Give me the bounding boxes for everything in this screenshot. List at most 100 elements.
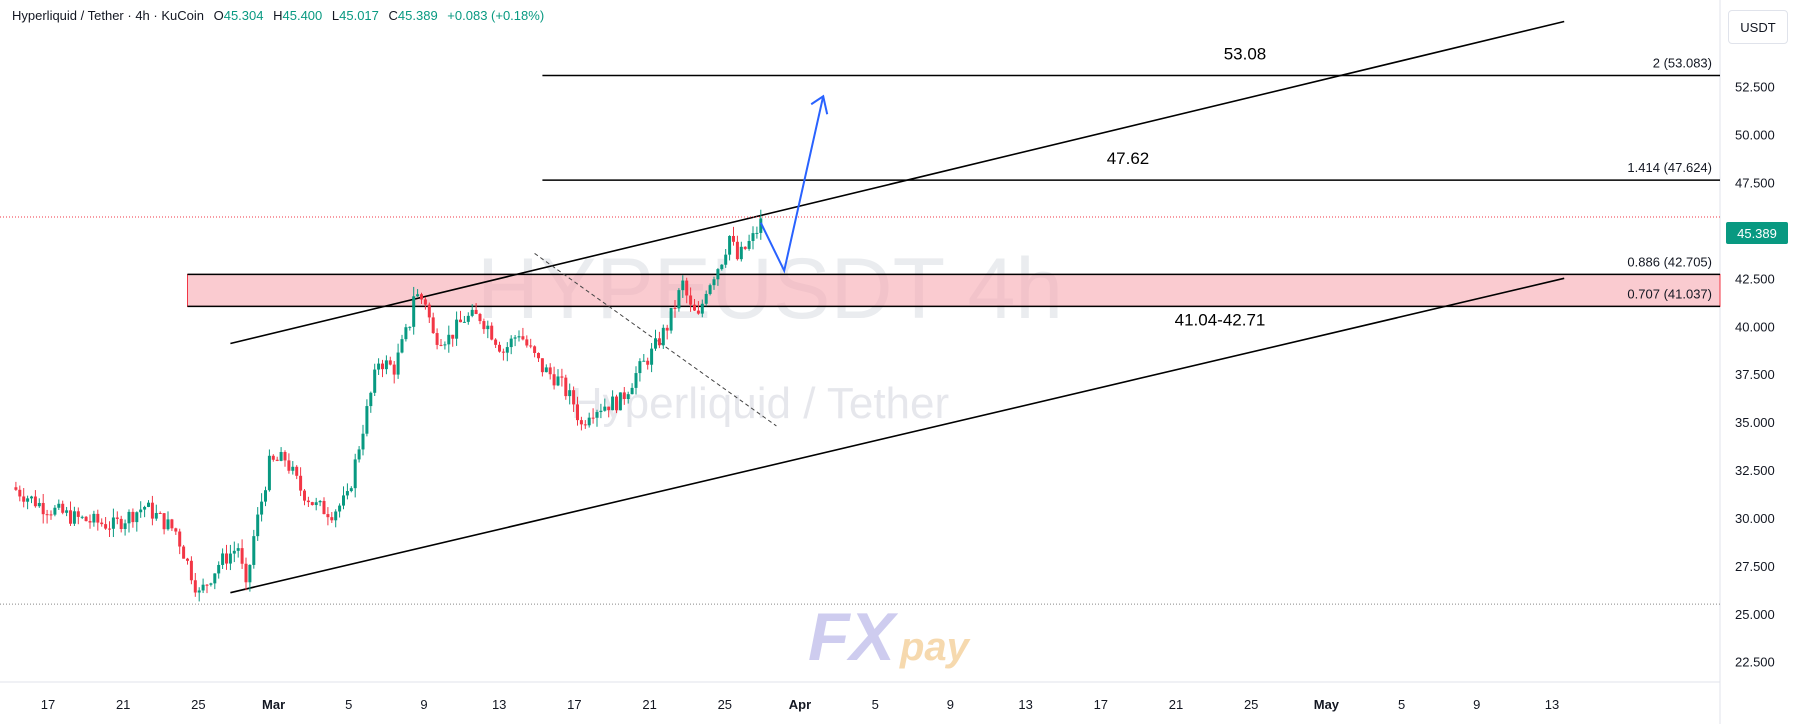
candle-body: [669, 307, 673, 331]
candle-body: [728, 235, 732, 255]
candle-body: [37, 502, 41, 507]
candle-body: [396, 352, 400, 375]
candle-body: [166, 519, 170, 530]
overlay-annotations: 2 (53.083) 53.08 1.414 (47.624) 47.62 0.886 …: [759, 44, 1712, 329]
candle-body: [459, 319, 462, 323]
candle-body: [677, 290, 681, 309]
candle-body: [384, 360, 388, 370]
candle-body: [182, 546, 186, 559]
candle-body: [256, 514, 260, 537]
price-tick-label: 40.000: [1735, 319, 1775, 334]
candle-body: [127, 511, 131, 524]
candle-body: [427, 304, 431, 318]
time-tick-label: Mar: [262, 697, 285, 712]
candle-body: [162, 513, 166, 530]
high-value: 45.400: [282, 8, 323, 23]
candle-body: [143, 506, 147, 510]
projection-path: [759, 96, 825, 274]
candle-body: [700, 303, 704, 314]
candle-body: [552, 374, 556, 386]
last-price-tag: 45.389: [1726, 222, 1788, 244]
time-tick-label: 5: [1398, 697, 1405, 712]
candle-body: [260, 501, 264, 515]
candle-body: [751, 233, 755, 241]
candle-body: [80, 516, 84, 518]
time-tick-label: 9: [1473, 697, 1480, 712]
candle-body: [661, 327, 665, 346]
candle-body: [693, 304, 696, 311]
time-tick-label: 25: [191, 697, 205, 712]
price-tick-label: 52.500: [1735, 80, 1775, 95]
candle-body: [404, 327, 408, 340]
fib-level-label: 0.707 (41.037): [1627, 286, 1712, 301]
candle-body: [747, 240, 751, 249]
price-axis[interactable]: 55.00052.50050.00047.50045.00042.50040.0…: [1735, 32, 1775, 670]
candle-body: [232, 550, 236, 554]
candle-body: [642, 360, 646, 362]
candle-body: [295, 466, 299, 476]
candle-body: [373, 369, 377, 393]
candle-body: [299, 475, 303, 491]
time-tick-label: 21: [1169, 697, 1183, 712]
drawing-lines: [0, 20, 1720, 605]
candle-body: [322, 500, 326, 515]
candle-body: [310, 502, 314, 506]
candle-body: [720, 264, 724, 270]
candle-body: [521, 336, 525, 340]
candle-body: [45, 514, 49, 516]
candle-body: [712, 279, 716, 286]
time-tick-label: 21: [116, 697, 130, 712]
candle-body: [240, 548, 244, 564]
candle-body: [291, 466, 295, 471]
watermark-name: Hyperliquid / Tether: [571, 379, 949, 428]
candle-body: [104, 524, 108, 529]
candle-body: [455, 319, 459, 339]
candle-body: [583, 424, 587, 426]
candle-body: [65, 510, 69, 513]
candle-body: [275, 459, 279, 461]
candle-body: [271, 455, 275, 460]
candle-body: [49, 514, 53, 516]
candle-body: [193, 580, 197, 593]
currency-button[interactable]: USDT: [1728, 10, 1788, 44]
candle-body: [150, 502, 154, 519]
candle-body: [279, 452, 283, 461]
candle-body: [591, 417, 595, 419]
candle-body: [369, 392, 373, 407]
candle-body: [123, 523, 127, 530]
candle-body: [607, 406, 611, 411]
candle-body: [650, 348, 654, 365]
candle-body: [334, 511, 338, 521]
candle-body: [225, 553, 228, 564]
candle-body: [318, 500, 322, 503]
price-tick-label: 37.500: [1735, 367, 1775, 382]
candle-body: [283, 452, 287, 461]
candle-body: [735, 241, 739, 260]
price-tick-label: 32.500: [1735, 463, 1775, 478]
candle-body: [147, 502, 150, 507]
candle-body: [135, 512, 139, 523]
candle-body: [755, 232, 759, 234]
candle-body: [186, 558, 189, 561]
time-tick-label: Apr: [789, 697, 811, 712]
candle-body: [739, 246, 743, 260]
candle-body: [704, 293, 708, 304]
candle-body: [201, 584, 205, 591]
candle-body: [537, 352, 540, 359]
candle-body: [131, 511, 135, 523]
candle-body: [349, 488, 353, 492]
price-tick-label: 25.000: [1735, 607, 1775, 622]
candle-body: [470, 309, 474, 316]
candle-body: [209, 583, 213, 585]
candle-body: [540, 358, 544, 373]
candle-body: [217, 564, 221, 574]
candle-body: [533, 346, 537, 353]
time-axis[interactable]: 17 21 25 Mar 5 9 13 17 21 25 Apr 5 9 13 17 21 25 May 5 9 13: [41, 697, 1559, 712]
candle-body: [517, 336, 521, 338]
candle-body: [139, 509, 143, 513]
candle-body: [197, 590, 201, 593]
candle-body: [716, 269, 720, 280]
candle-body: [22, 496, 26, 502]
logo-pay: pay: [899, 625, 971, 669]
